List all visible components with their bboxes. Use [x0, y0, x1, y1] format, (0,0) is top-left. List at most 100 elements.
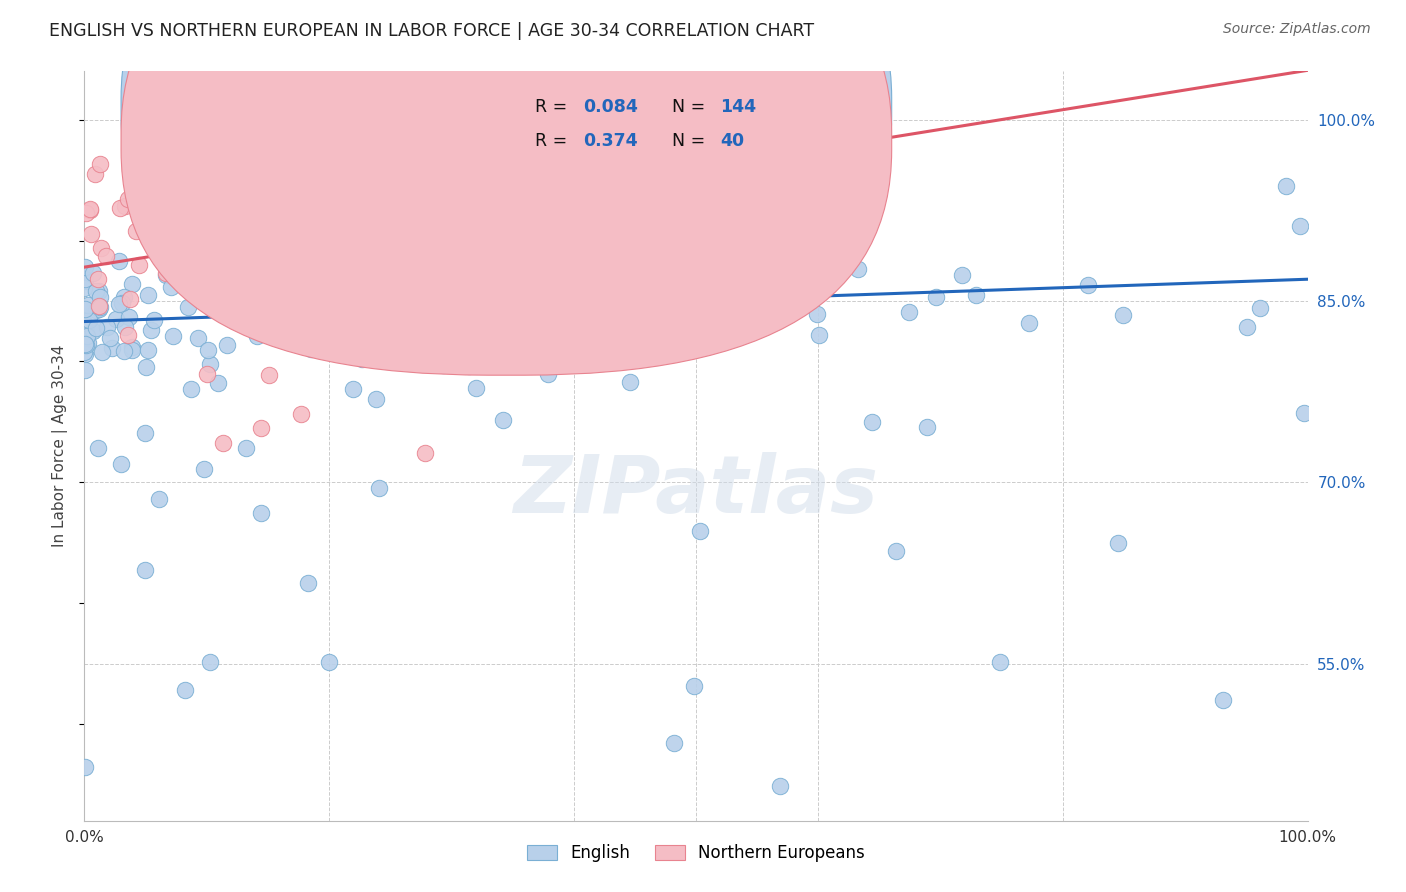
- Point: [806, 307, 828, 321]
- Point: [619, 375, 641, 389]
- Point: [648, 328, 671, 343]
- Point: [80, 227, 103, 241]
- Point: [89, 157, 111, 171]
- Point: [89, 290, 111, 304]
- Legend: English, Northern Europeans: English, Northern Europeans: [520, 838, 872, 869]
- Point: [364, 392, 387, 407]
- Point: [136, 343, 159, 357]
- Point: [769, 779, 792, 793]
- Point: [378, 285, 401, 299]
- Point: [84, 302, 107, 317]
- Point: [75, 347, 97, 361]
- Point: [212, 435, 235, 450]
- Point: [162, 328, 184, 343]
- Point: [655, 251, 678, 265]
- Point: [73, 337, 96, 351]
- Point: [486, 313, 509, 327]
- Point: [1288, 219, 1310, 233]
- Point: [141, 323, 163, 337]
- Point: [198, 655, 221, 669]
- Point: [366, 112, 388, 127]
- Point: [79, 203, 101, 218]
- Y-axis label: In Labor Force | Age 30-34: In Labor Force | Age 30-34: [52, 344, 69, 548]
- Point: [709, 310, 731, 325]
- Point: [1275, 178, 1298, 193]
- Point: [339, 311, 361, 326]
- Point: [988, 656, 1011, 670]
- Point: [193, 461, 215, 475]
- Point: [207, 376, 229, 391]
- Point: [950, 268, 973, 283]
- Point: [429, 340, 451, 354]
- Point: [110, 458, 132, 472]
- Point: [100, 341, 122, 355]
- Point: [83, 167, 105, 181]
- Point: [96, 249, 118, 263]
- Point: [413, 446, 436, 460]
- FancyBboxPatch shape: [121, 0, 891, 342]
- Point: [523, 287, 546, 301]
- Point: [283, 272, 305, 286]
- Point: [76, 328, 98, 343]
- Text: N =: N =: [672, 98, 710, 116]
- Point: [250, 112, 273, 127]
- Point: [391, 180, 413, 194]
- Point: [195, 367, 218, 381]
- Point: [75, 206, 97, 220]
- Point: [75, 301, 97, 316]
- Point: [262, 296, 284, 310]
- Point: [394, 345, 416, 359]
- Point: [360, 339, 382, 353]
- Point: [110, 202, 132, 216]
- Point: [114, 319, 136, 334]
- Point: [860, 415, 883, 429]
- Point: [79, 313, 101, 327]
- Point: [243, 259, 266, 273]
- Point: [73, 281, 96, 295]
- Point: [111, 295, 134, 310]
- Point: [652, 257, 675, 271]
- Point: [155, 268, 177, 282]
- Point: [174, 682, 197, 697]
- Point: [197, 297, 219, 311]
- Point: [273, 268, 295, 283]
- Point: [98, 331, 121, 345]
- Point: [1018, 316, 1040, 330]
- Point: [148, 491, 170, 506]
- Point: [1249, 301, 1271, 315]
- Point: [465, 228, 488, 243]
- Point: [73, 363, 96, 377]
- Text: N =: N =: [672, 132, 710, 150]
- Point: [716, 269, 738, 284]
- Text: 40: 40: [720, 132, 745, 150]
- Text: R =: R =: [534, 132, 572, 150]
- Point: [257, 269, 280, 284]
- Point: [87, 284, 110, 298]
- Point: [82, 266, 104, 280]
- Point: [87, 272, 110, 286]
- Point: [468, 165, 491, 179]
- Point: [121, 340, 143, 354]
- Point: [299, 343, 322, 357]
- Point: [114, 290, 136, 304]
- Point: [235, 441, 257, 455]
- Point: [432, 358, 454, 372]
- Point: [73, 260, 96, 274]
- Text: 0.084: 0.084: [583, 98, 638, 116]
- Point: [73, 760, 96, 774]
- Point: [108, 297, 131, 311]
- Point: [117, 328, 139, 343]
- Point: [91, 344, 114, 359]
- Point: [155, 266, 177, 280]
- Point: [1107, 536, 1129, 550]
- Point: [114, 199, 136, 213]
- Point: [925, 290, 948, 304]
- Point: [917, 420, 939, 434]
- Point: [180, 382, 202, 396]
- Point: [1077, 278, 1099, 293]
- Text: R =: R =: [534, 98, 572, 116]
- Point: [350, 351, 373, 366]
- Point: [451, 337, 474, 351]
- Point: [187, 331, 209, 345]
- Point: [128, 258, 150, 272]
